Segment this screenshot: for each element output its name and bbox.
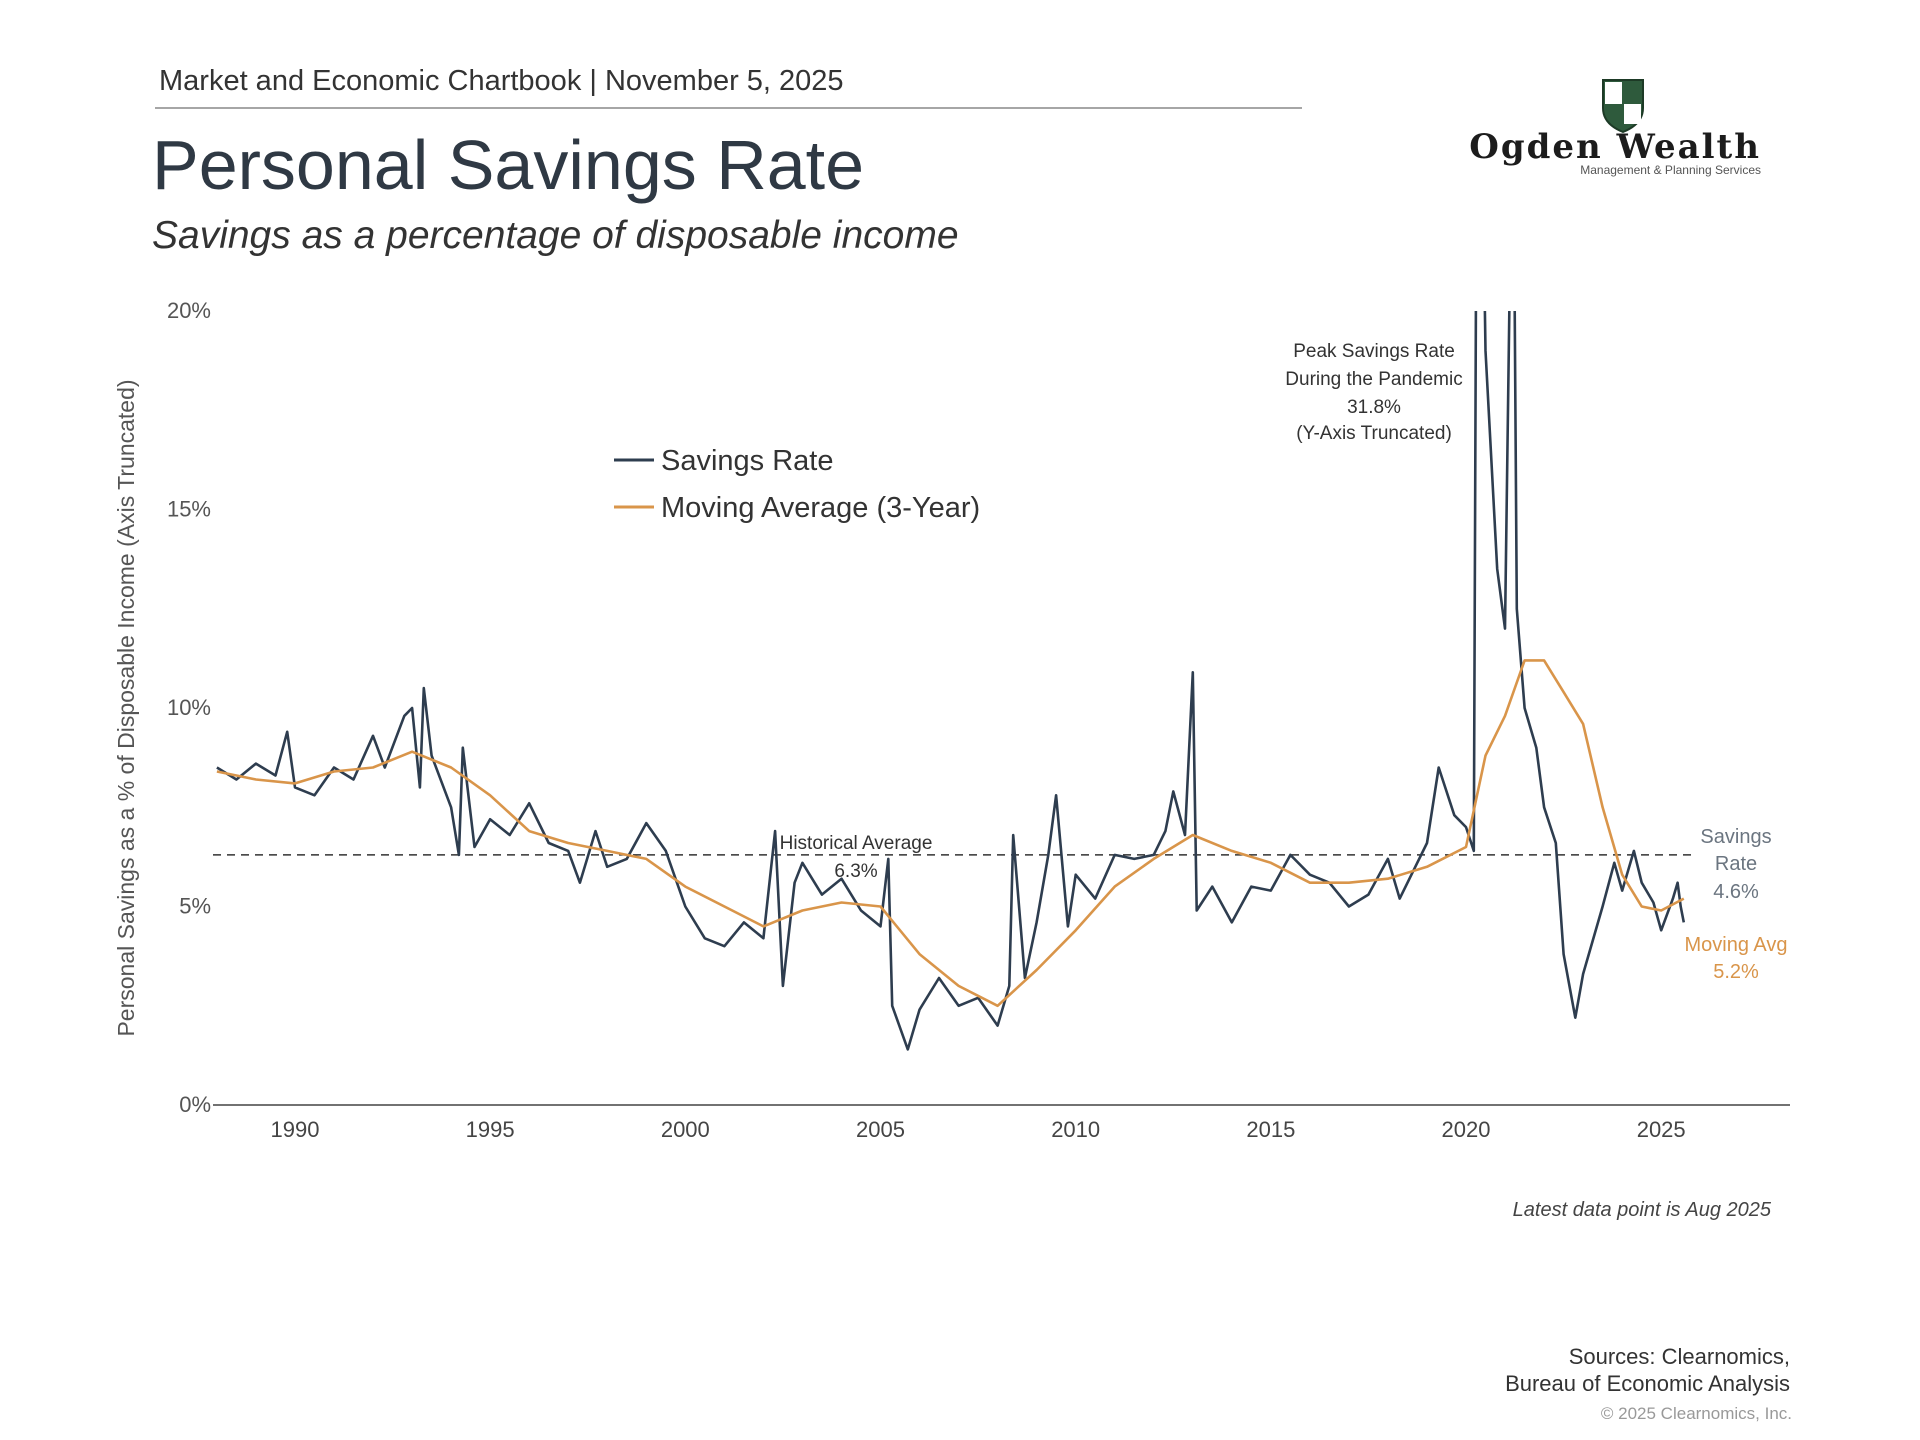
logo-quarter (1624, 104, 1641, 124)
series-line (216, 311, 1686, 1051)
chart-title: Personal Savings Rate (152, 126, 864, 204)
series-line (216, 659, 1685, 1008)
peak-annotation: (Y-Axis Truncated) (1296, 423, 1452, 444)
chart-subtitle: Savings as a percentage of disposable in… (152, 214, 959, 257)
x-tick-label: 1990 (270, 1117, 319, 1142)
plot: 0% 5% 10% 15% 20% 1990 1995 2000 2005 2010 2015 202… (167, 298, 1790, 1142)
end-label: Moving Avg (1684, 934, 1787, 956)
x-tick-label: 2005 (856, 1117, 905, 1142)
x-tick-label: 2010 (1051, 1117, 1100, 1142)
logo-tagline: Management & Planning Services (1580, 163, 1761, 177)
y-tick-label: 10% (167, 695, 211, 720)
end-label: Savings (1700, 826, 1771, 848)
logo: Ogden Wealth Management & Planning Servi… (1469, 79, 1761, 177)
end-label: Rate (1715, 853, 1757, 875)
x-tick-label: 2020 (1442, 1117, 1491, 1142)
legend-label: Savings Rate (661, 445, 834, 477)
footnote: Latest data point is Aug 2025 (1513, 1199, 1772, 1221)
peak-annotation: Peak Savings Rate (1293, 341, 1455, 362)
header: Market and Economic Chartbook | November… (159, 65, 844, 97)
y-tick-label: 5% (179, 894, 211, 919)
end-value-label: 4.6% (1713, 881, 1759, 903)
average-value-label: 6.3% (834, 861, 877, 882)
logo-quarter (1605, 82, 1622, 104)
peak-annotation: During the Pandemic (1285, 369, 1462, 390)
logo-name: Ogden Wealth (1469, 127, 1761, 167)
source-line: Bureau of Economic Analysis (1505, 1371, 1790, 1396)
x-tick-label: 2025 (1637, 1117, 1686, 1142)
y-tick-label: 20% (167, 298, 211, 323)
average-label: Historical Average (780, 833, 933, 854)
end-value-label: 5.2% (1713, 961, 1759, 983)
legend-label: Moving Average (3-Year) (661, 492, 980, 524)
copyright: © 2025 Clearnomics, Inc. (1601, 1404, 1792, 1423)
y-tick-label: 0% (179, 1092, 211, 1117)
peak-annotation: 31.8% (1347, 397, 1401, 418)
x-tick-label: 2000 (661, 1117, 710, 1142)
y-tick-label: 15% (167, 497, 211, 522)
x-tick-label: 1995 (466, 1117, 515, 1142)
source-line: Sources: Clearnomics, (1569, 1344, 1790, 1369)
x-tick-label: 2015 (1246, 1117, 1295, 1142)
y-axis-title: Personal Savings as a % of Disposable In… (113, 379, 139, 1036)
